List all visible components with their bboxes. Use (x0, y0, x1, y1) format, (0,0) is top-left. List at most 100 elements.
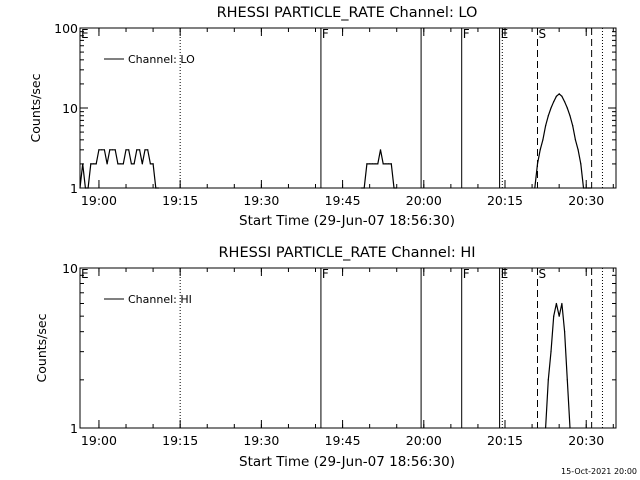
data-point (101, 149, 103, 151)
data-point (90, 163, 92, 165)
data-point (157, 187, 160, 189)
y-tick-label: 1 (70, 181, 78, 196)
data-point (136, 149, 138, 151)
data-point (388, 163, 390, 165)
y-tick-label: 10 (62, 101, 78, 116)
data-point (536, 163, 539, 165)
annotation-flag: E (81, 267, 89, 281)
data-point (534, 187, 536, 189)
x-tick-label: 20:30 (568, 433, 604, 448)
data-point (147, 149, 149, 151)
data-point (555, 95, 558, 97)
data-point (98, 149, 100, 151)
data-point (109, 149, 111, 151)
x-tick-label: 19:15 (162, 433, 198, 448)
data-point (569, 427, 571, 429)
data-point (369, 163, 371, 165)
series-layer (545, 302, 571, 429)
x-tick-label: 19:30 (243, 433, 279, 448)
data-point (139, 149, 141, 151)
annotation-flag: F (463, 267, 470, 281)
data-point (545, 427, 547, 429)
x-axis-ticks: 19:00 19:15 19:30 19:45 20:00 20:15 20:30 (81, 28, 614, 208)
chart-panel-lo: RHESSI PARTICLE_RATE Channel: LO E F F E S 1… (28, 5, 617, 229)
annotation-flag: E (501, 27, 509, 41)
date-stamp: 15-Oct-2021 20:00 (561, 467, 637, 476)
chart-title: RHESSI PARTICLE_RATE Channel: HI (218, 245, 475, 261)
data-point (363, 187, 365, 189)
data-point (566, 107, 568, 109)
data-point (564, 331, 566, 333)
data-point (128, 149, 130, 151)
data-point (152, 163, 154, 165)
data-point (117, 163, 119, 165)
x-tick-label: 20:15 (487, 193, 523, 208)
series-layer (79, 93, 593, 189)
data-point (591, 187, 593, 189)
x-tick-label: 20:00 (406, 193, 442, 208)
annotation-flag: E (81, 27, 89, 41)
y-axis-ticks: 1 10 100 (54, 21, 616, 196)
annotation-flag: S (538, 27, 546, 41)
x-axis-label: Start Time (29-Jun-07 18:56:30) (239, 454, 455, 470)
series-line (79, 93, 592, 189)
data-point (550, 107, 552, 109)
data-point (149, 163, 151, 165)
data-point (92, 163, 95, 165)
data-point (366, 163, 368, 165)
data-point (79, 187, 81, 189)
data-point (396, 187, 398, 189)
x-tick-label: 20:00 (406, 433, 442, 448)
legend: Channel: HI (104, 293, 192, 306)
annotation-flag: E (501, 267, 509, 281)
plot-frame (79, 267, 617, 429)
data-point (84, 187, 86, 189)
data-point (547, 379, 549, 381)
x-axis-label: Start Time (29-Jun-07 18:56:30) (239, 213, 455, 229)
data-point (390, 163, 392, 165)
data-point (360, 187, 363, 189)
data-point (542, 139, 544, 141)
data-point (566, 379, 568, 381)
data-point (155, 187, 157, 189)
data-point (95, 163, 97, 165)
data-point (558, 315, 560, 317)
data-point (582, 187, 585, 189)
annotation-lines (179, 268, 603, 428)
data-point (120, 163, 122, 165)
legend: Channel: LO (104, 53, 195, 66)
data-point (103, 149, 105, 151)
data-point (87, 187, 89, 189)
data-point (555, 302, 558, 305)
x-tick-label: 19:15 (162, 193, 198, 208)
data-point (122, 163, 124, 165)
data-point (569, 115, 571, 117)
data-point (572, 125, 574, 127)
data-point (82, 163, 84, 165)
data-point (371, 163, 373, 165)
plot-frame (79, 27, 617, 189)
data-point (114, 149, 116, 151)
chart-title: RHESSI PARTICLE_RATE Channel: LO (217, 5, 478, 21)
x-tick-label: 19:00 (81, 193, 117, 208)
data-point (393, 187, 395, 189)
y-axis-ticks: 1 10 (62, 261, 616, 436)
y-axis-label: Counts/sec (34, 313, 49, 382)
x-tick-label: 19:45 (325, 193, 361, 208)
annotation-flag: F (322, 267, 329, 281)
annotation-flag: F (322, 27, 329, 41)
data-point (382, 163, 384, 165)
data-point (539, 149, 541, 151)
data-point (144, 149, 146, 151)
data-point (141, 163, 143, 165)
annotation-flag: F (463, 27, 470, 41)
data-point (553, 101, 555, 103)
data-point (106, 163, 108, 165)
x-tick-label: 20:30 (568, 193, 604, 208)
data-point (130, 163, 132, 165)
x-tick-label: 19:30 (243, 193, 279, 208)
y-tick-label: 10 (62, 261, 78, 276)
data-point (385, 163, 387, 165)
data-point (574, 139, 577, 141)
